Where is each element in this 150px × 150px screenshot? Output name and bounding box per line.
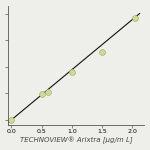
Point [40, 93, 43, 95]
Point [46, 91, 49, 93]
Point [71, 71, 73, 73]
Point [101, 51, 103, 53]
Point [134, 16, 136, 19]
X-axis label: TECHNOVIEW® Arixtra [µg/m L]: TECHNOVIEW® Arixtra [µg/m L] [20, 137, 133, 144]
Point [10, 118, 13, 121]
